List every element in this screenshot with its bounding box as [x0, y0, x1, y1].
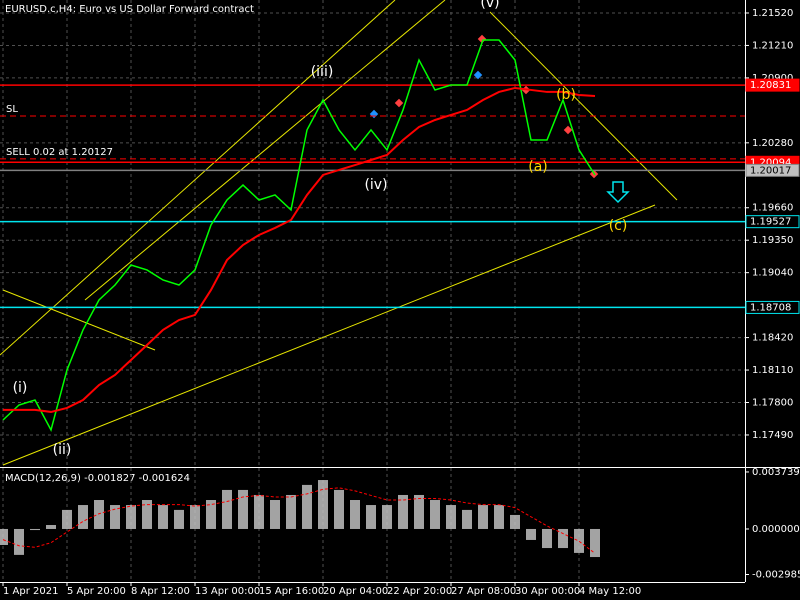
macd-bar	[0, 528, 8, 545]
x-tick-label: 30 Apr 00:00	[515, 586, 580, 597]
price-tag-label: 1.19527	[750, 217, 791, 228]
wave-label: (i)	[13, 380, 28, 396]
macd-bar	[590, 528, 600, 558]
macd-bar	[494, 505, 504, 529]
macd-bar	[254, 494, 264, 529]
y-tick-label: 1.18110	[752, 365, 793, 376]
macd-bar	[318, 480, 328, 529]
x-tick-label: 4 May 12:00	[579, 586, 641, 597]
price-line	[2, 39, 596, 432]
trend-lines	[0, 0, 678, 466]
macd-bar	[334, 489, 344, 529]
macd-bar	[574, 528, 584, 553]
macd-bar	[478, 505, 488, 529]
macd-bar	[302, 484, 312, 529]
y-tick-label: 1.19350	[752, 235, 793, 246]
macd-bar	[510, 514, 520, 529]
trend-line	[84, 0, 446, 301]
y-tick-label: 1.18420	[752, 333, 793, 344]
y-tick-label: 1.20280	[752, 138, 793, 149]
y-tick-label: 1.20900	[752, 73, 793, 84]
macd-title: MACD(12,26,9) -0.001827 -0.001624	[5, 473, 190, 484]
macd-bar	[542, 528, 552, 549]
y-tick-label: 0.003739	[752, 467, 800, 478]
x-tick-label: 20 Apr 04:00	[323, 586, 388, 597]
macd-bar	[174, 509, 184, 529]
macd-bar	[446, 505, 456, 529]
y-tick-label: 0.000000	[752, 524, 800, 535]
marker	[477, 34, 487, 44]
trade-line-label: SL	[6, 104, 18, 115]
y-tick-label: 1.19040	[752, 268, 793, 279]
macd-bar	[526, 528, 536, 540]
macd-bar	[382, 505, 392, 529]
wave-label: (b)	[556, 87, 576, 103]
macd-bar	[78, 505, 88, 529]
macd-bar	[206, 500, 216, 529]
wave-label: (ii)	[53, 442, 72, 458]
chart-title: EURUSD.c,H4: Euro vs US Dollar Forward c…	[5, 4, 254, 15]
macd-bar	[238, 489, 248, 529]
macd-bar	[398, 494, 408, 529]
wave-label: (iii)	[311, 64, 334, 80]
macd-bar	[350, 500, 360, 529]
x-tick-label: 22 Apr 20:00	[387, 586, 452, 597]
trend-line	[489, 11, 678, 201]
price-tag	[745, 300, 800, 314]
y-tick-label: 1.17490	[752, 430, 793, 441]
marker	[473, 70, 483, 80]
price-tag-label: 1.20017	[750, 165, 791, 176]
y-tick-label: 1.21520	[752, 8, 793, 19]
x-tick-label: 13 Apr 00:00	[195, 586, 260, 597]
wave-label: (c)	[609, 218, 628, 234]
macd-bar	[142, 500, 152, 529]
y-tick-label: 1.21210	[752, 40, 793, 51]
down-arrow	[606, 181, 630, 204]
wave-label: (iv)	[364, 177, 387, 193]
marker	[394, 98, 404, 108]
macd-bar	[158, 505, 168, 529]
trend-line	[2, 204, 656, 466]
x-tick-label: 15 Apr 16:00	[259, 586, 324, 597]
macd-bar	[270, 500, 280, 529]
macd-bar	[558, 528, 568, 549]
trend-line	[2, 289, 156, 351]
trade-line-label: SELL 0.02 at 1.20127	[6, 147, 113, 158]
macd-bar	[222, 489, 232, 529]
macd-bar	[30, 528, 40, 531]
macd-bar	[462, 509, 472, 529]
x-tick-label: 8 Apr 12:00	[131, 586, 190, 597]
macd-bar	[14, 528, 24, 555]
x-tick-label: 5 Apr 20:00	[67, 586, 126, 597]
y-tick-label: 1.17800	[752, 397, 793, 408]
price-tag	[745, 215, 800, 229]
y-tick-label: -0.002985	[752, 569, 800, 580]
macd-bar	[190, 505, 200, 529]
wave-label: (v)	[480, 0, 499, 11]
macd-bar	[430, 500, 440, 529]
wave-label: (a)	[528, 159, 548, 175]
price-tag	[745, 163, 800, 177]
macd-bar	[126, 505, 136, 529]
trend-line	[0, 0, 396, 356]
price-tag-label: 1.18708	[750, 302, 791, 313]
macd-bar	[366, 505, 376, 529]
price-tag	[745, 78, 800, 92]
macd-bar	[46, 525, 56, 529]
macd-bar	[62, 509, 72, 529]
macd-bar	[110, 505, 120, 529]
price-tag-label: 1.20831	[750, 80, 791, 91]
x-tick-label: 1 Apr 2021	[3, 586, 58, 597]
macd-bar	[286, 494, 296, 529]
macd-bar	[94, 500, 104, 529]
x-tick-label: 27 Apr 08:00	[451, 586, 516, 597]
macd-bar	[414, 494, 424, 529]
price-tag-label: 1.20094	[750, 157, 791, 168]
moving-average	[3, 86, 596, 413]
y-tick-label: 1.19660	[752, 203, 793, 214]
